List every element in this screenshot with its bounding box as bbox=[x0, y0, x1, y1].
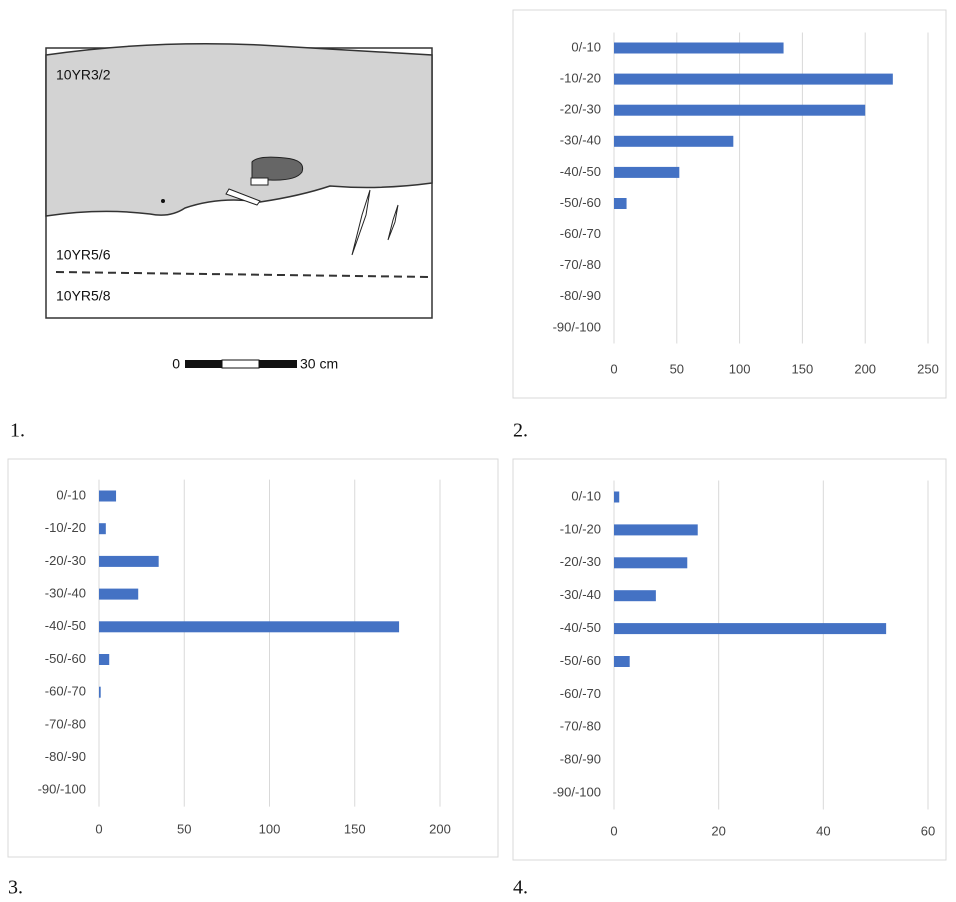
figure: 10YR3/2 10YR5/6 10YR5/8 0 30 cm 1. 2. 3.… bbox=[0, 0, 956, 902]
x-tick-label: 20 bbox=[711, 823, 725, 838]
x-tick-label: 0 bbox=[95, 821, 102, 836]
bar bbox=[614, 492, 619, 503]
y-tick-label: -20/-30 bbox=[560, 554, 601, 569]
bar bbox=[99, 556, 159, 567]
layer-label: 10YR3/2 bbox=[56, 67, 111, 83]
y-tick-label: -20/-30 bbox=[560, 102, 601, 117]
bar bbox=[614, 198, 627, 209]
x-tick-label: 0 bbox=[610, 361, 617, 376]
y-tick-label: -70/-80 bbox=[560, 719, 601, 734]
layer-label: 10YR5/6 bbox=[56, 247, 111, 263]
scale-segment bbox=[185, 360, 222, 368]
y-tick-label: -40/-50 bbox=[560, 164, 601, 179]
x-tick-label: 200 bbox=[854, 361, 876, 376]
bar bbox=[614, 43, 784, 54]
y-tick-label: -30/-40 bbox=[45, 586, 86, 601]
y-tick-label: 0/-10 bbox=[571, 39, 601, 54]
scale-label: 30 cm bbox=[300, 356, 338, 372]
y-tick-label: -90/-100 bbox=[553, 319, 601, 334]
x-tick-label: 250 bbox=[917, 361, 939, 376]
page: {"panel_labels": ["1.", "2.", "3.", "4."… bbox=[0, 0, 956, 902]
scale-segment bbox=[259, 360, 297, 368]
bar bbox=[614, 557, 687, 568]
bar bbox=[99, 523, 106, 534]
y-tick-label: -40/-50 bbox=[560, 620, 601, 635]
y-tick-label: -70/-80 bbox=[560, 257, 601, 272]
bar bbox=[614, 656, 630, 667]
panel-label: 3. bbox=[8, 877, 23, 899]
panel-label: 4. bbox=[513, 877, 528, 899]
bar bbox=[99, 654, 109, 665]
x-tick-label: 60 bbox=[921, 823, 935, 838]
x-tick-label: 100 bbox=[259, 821, 281, 836]
y-tick-label: -50/-60 bbox=[560, 653, 601, 668]
x-tick-label: 0 bbox=[610, 823, 617, 838]
bar bbox=[99, 491, 116, 502]
x-tick-label: 150 bbox=[792, 361, 814, 376]
x-tick-label: 200 bbox=[429, 821, 451, 836]
y-tick-label: -40/-50 bbox=[45, 618, 86, 633]
bar bbox=[99, 621, 399, 632]
section-drawing: 10YR3/2 10YR5/6 10YR5/8 0 30 cm bbox=[46, 44, 432, 372]
bar bbox=[99, 589, 138, 600]
bar bbox=[614, 623, 886, 634]
y-tick-label: -90/-100 bbox=[38, 782, 86, 797]
y-tick-label: -80/-90 bbox=[560, 288, 601, 303]
y-tick-label: -20/-30 bbox=[45, 553, 86, 568]
x-tick-label: 50 bbox=[670, 361, 684, 376]
scale-segment bbox=[222, 360, 259, 368]
layer-label: 10YR5/8 bbox=[56, 288, 111, 304]
x-tick-label: 100 bbox=[729, 361, 751, 376]
y-tick-label: -30/-40 bbox=[560, 133, 601, 148]
y-tick-label: -90/-100 bbox=[553, 785, 601, 800]
bar bbox=[614, 590, 656, 601]
bar bbox=[99, 687, 101, 698]
dot bbox=[161, 199, 165, 203]
y-tick-label: 0/-10 bbox=[571, 488, 601, 503]
y-tick-label: -60/-70 bbox=[45, 684, 86, 699]
x-tick-label: 150 bbox=[344, 821, 366, 836]
y-tick-label: -50/-60 bbox=[45, 651, 86, 666]
y-tick-label: -50/-60 bbox=[560, 195, 601, 210]
stone bbox=[251, 178, 268, 185]
y-tick-label: 0/-10 bbox=[56, 487, 86, 502]
x-tick-label: 50 bbox=[177, 821, 191, 836]
y-tick-label: -60/-70 bbox=[560, 686, 601, 701]
y-tick-label: -30/-40 bbox=[560, 587, 601, 602]
y-tick-label: -80/-90 bbox=[560, 752, 601, 767]
bar bbox=[614, 136, 733, 147]
y-tick-label: -10/-20 bbox=[45, 520, 86, 535]
bar bbox=[614, 524, 698, 535]
bar bbox=[614, 74, 893, 85]
y-tick-label: -80/-90 bbox=[45, 749, 86, 764]
x-tick-label: 40 bbox=[816, 823, 830, 838]
panel-label: 2. bbox=[513, 420, 528, 442]
y-tick-label: -60/-70 bbox=[560, 226, 601, 241]
panel-label: 1. bbox=[10, 420, 25, 442]
bar bbox=[614, 105, 865, 116]
y-tick-label: -70/-80 bbox=[45, 716, 86, 731]
stone bbox=[252, 157, 303, 180]
y-tick-label: -10/-20 bbox=[560, 521, 601, 536]
scale-label: 0 bbox=[172, 356, 180, 372]
bar bbox=[614, 167, 679, 178]
y-tick-label: -10/-20 bbox=[560, 71, 601, 86]
